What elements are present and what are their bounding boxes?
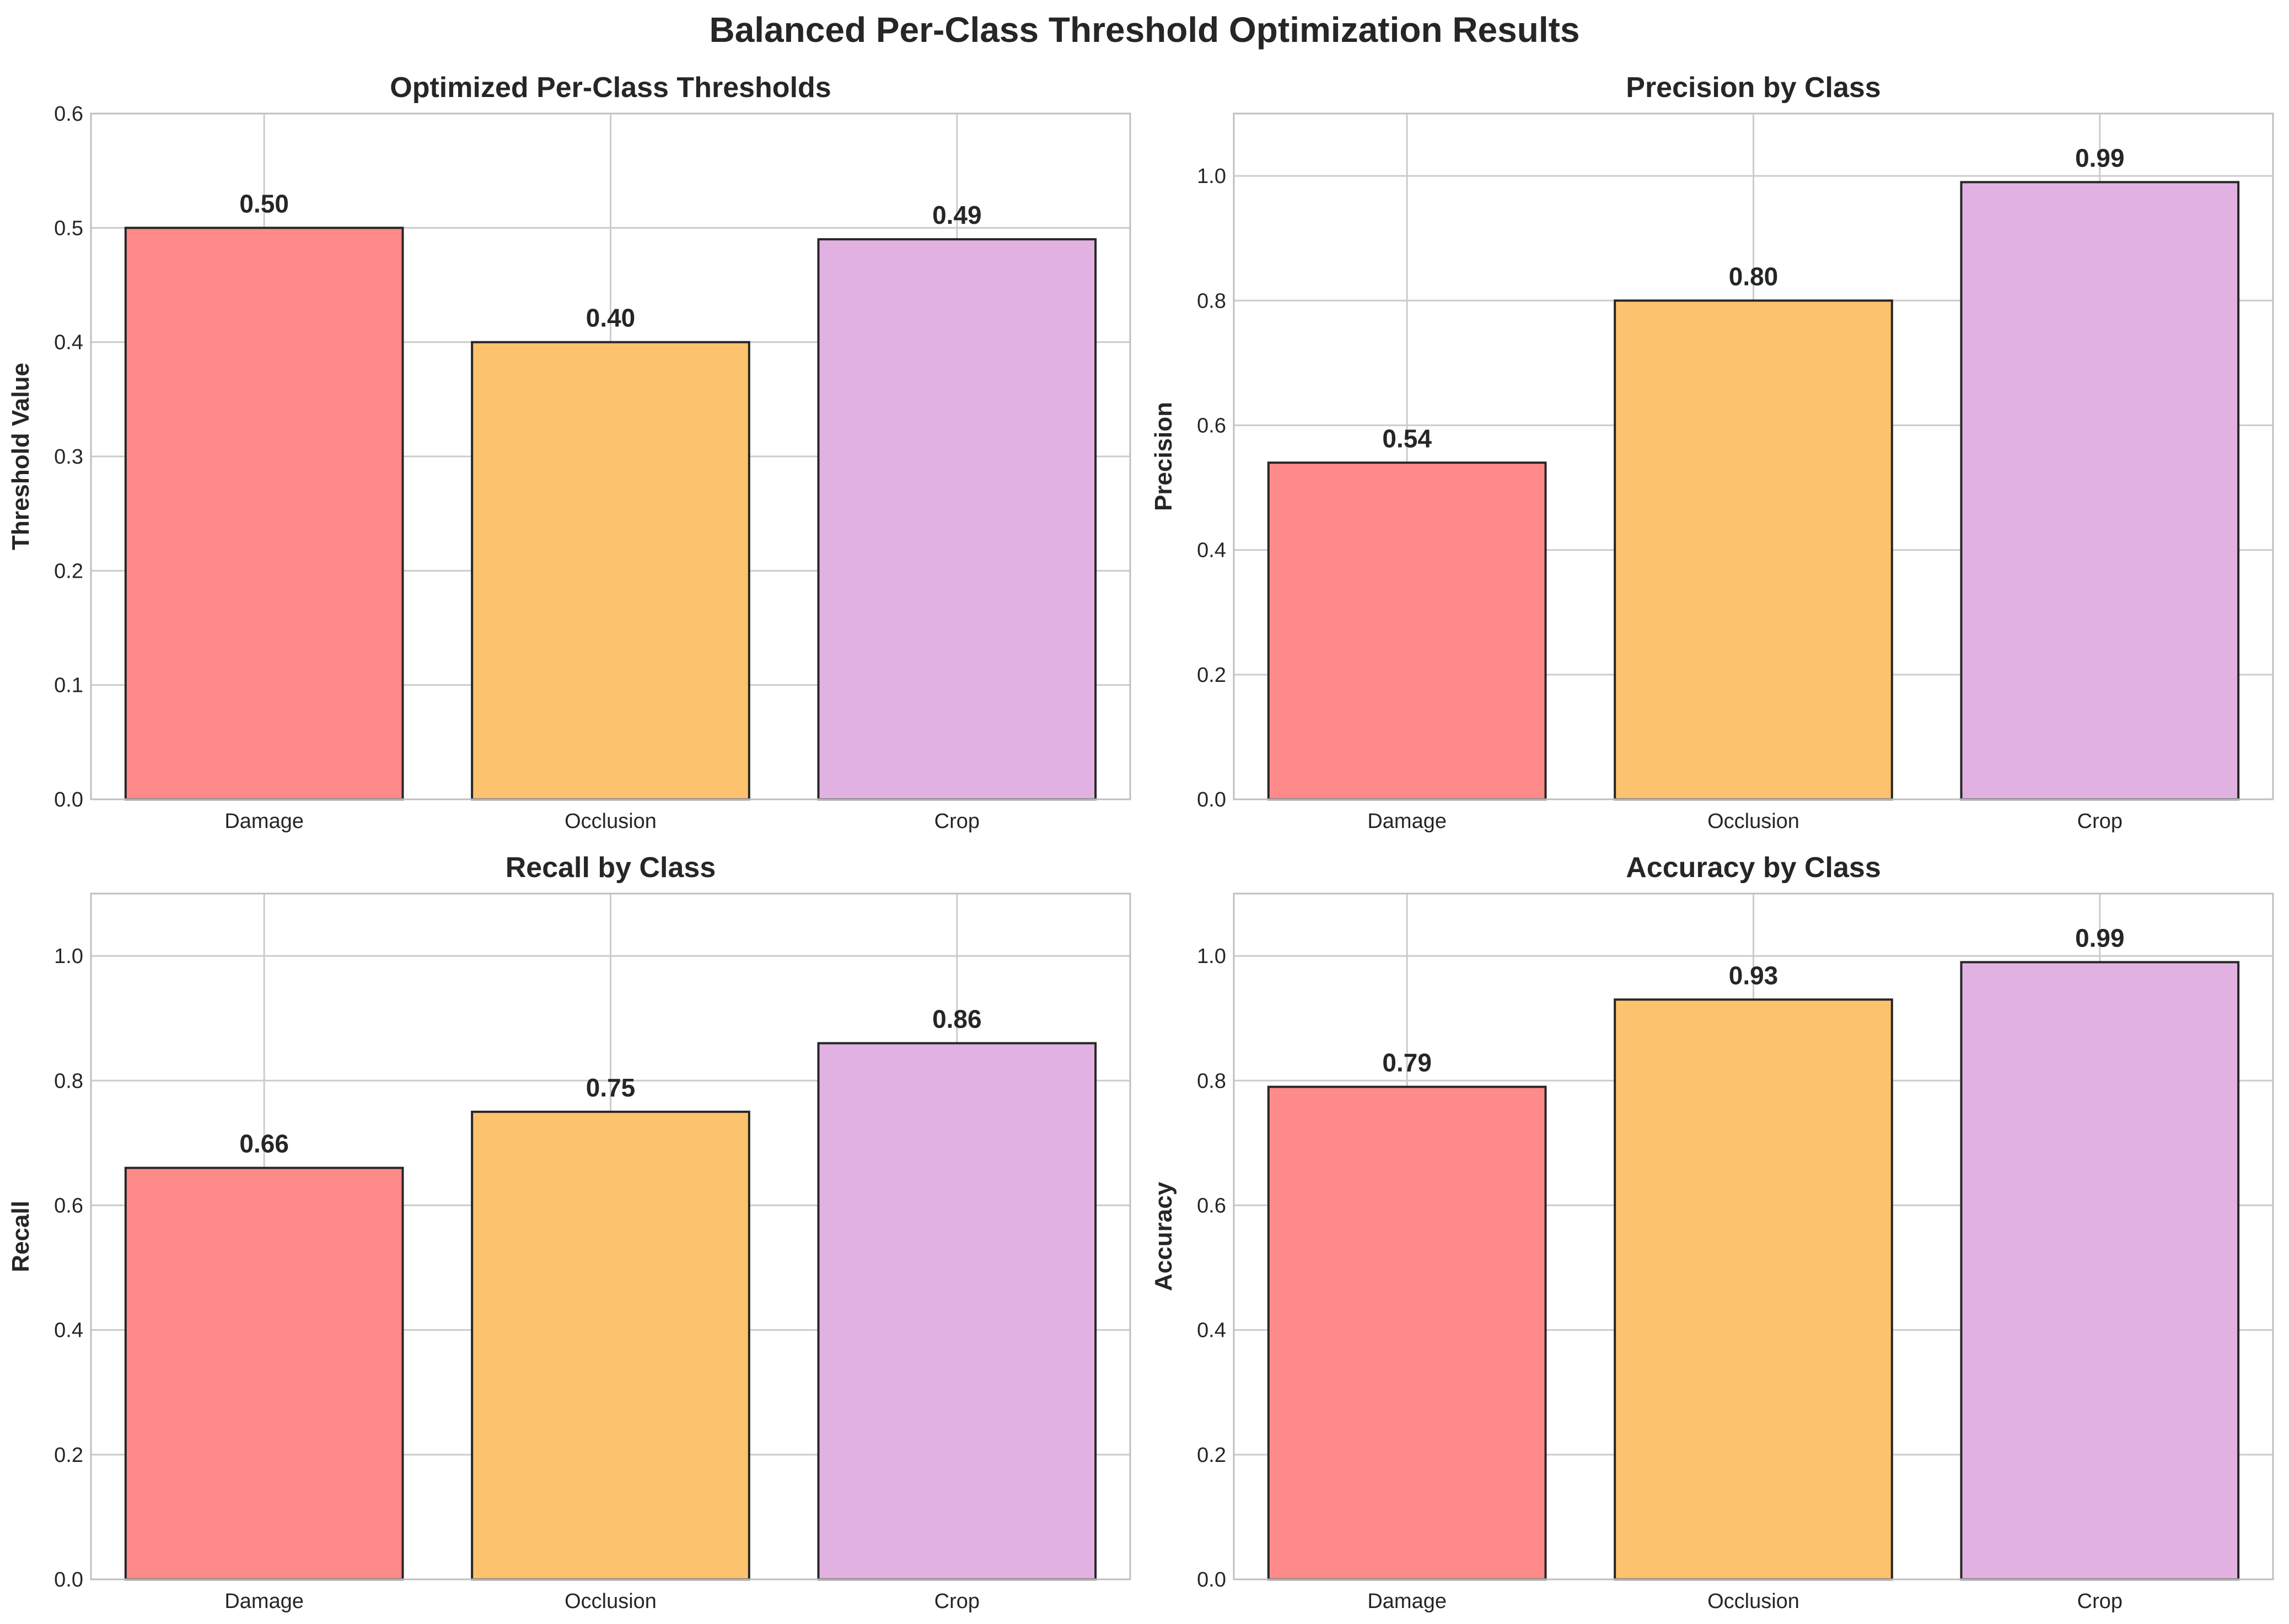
bar-occlusion	[1614, 998, 1893, 1580]
x-tick-label: Crop	[2077, 810, 2123, 833]
axes-frame	[90, 112, 1131, 800]
y-tick-label: 0.5	[54, 217, 83, 240]
bar-occlusion	[471, 1110, 750, 1581]
y-tick-label: 0.8	[1197, 289, 1226, 313]
x-tick-label: Crop	[934, 1590, 980, 1613]
bar-crop	[1960, 961, 2240, 1580]
y-axis-label: Threshold Value	[7, 363, 34, 550]
y-tick-label: 0.6	[54, 103, 83, 126]
y-tick-label: 0.0	[1197, 788, 1226, 811]
y-tick-label: 0.4	[1197, 1319, 1226, 1342]
data-label: 0.66	[239, 1130, 289, 1158]
chart-panels: 0.0 0.1 0.2 0.3 0.4 0.5 0.6 0.50 Damage 0.40 Occlu…	[7, 72, 2274, 1613]
bar-crop	[817, 238, 1097, 801]
bar-occlusion	[471, 341, 750, 800]
y-tick-label: 0.8	[1197, 1069, 1226, 1093]
data-label: 0.99	[2075, 923, 2125, 952]
chart-panel-3: 0.0 0.2 0.4 0.6 0.8 1.0 0.66 Damage 0.75 Occlusio…	[7, 852, 1131, 1613]
y-tick-label: 0.2	[54, 1444, 83, 1467]
bar-damage	[124, 227, 404, 800]
data-label: 0.99	[2075, 143, 2125, 172]
y-tick-label: 0.2	[54, 560, 83, 583]
data-label: 0.79	[1382, 1048, 1432, 1077]
y-tick-label: 0.8	[54, 1069, 83, 1093]
y-tick-label: 0.0	[54, 1568, 83, 1591]
chart-title: Precision by Class	[1626, 72, 1880, 104]
x-tick-label: Occlusion	[1707, 810, 1799, 833]
bar-crop	[1960, 181, 2240, 800]
data-label: 0.86	[932, 1004, 982, 1033]
y-tick-label: 0.2	[1197, 664, 1226, 687]
y-tick-label: 1.0	[54, 945, 83, 968]
axes-frame	[1233, 112, 2274, 800]
y-tick-label: 0.4	[54, 331, 83, 354]
data-label: 0.93	[1729, 961, 1778, 990]
x-tick-label: Damage	[1367, 810, 1447, 833]
bar-crop	[817, 1042, 1097, 1581]
chart-title: Optimized Per-Class Thresholds	[390, 72, 831, 104]
y-tick-label: 0.4	[1197, 539, 1226, 562]
x-tick-label: Occlusion	[565, 1590, 657, 1613]
y-tick-label: 0.3	[54, 445, 83, 469]
x-tick-label: Damage	[224, 810, 304, 833]
x-tick-label: Damage	[1367, 1590, 1447, 1613]
chart-panel-2: 0.0 0.2 0.4 0.6 0.8 1.0 0.54 Damage 0.80 Occlusio…	[1150, 72, 2274, 833]
chart-panel-1: 0.0 0.1 0.2 0.3 0.4 0.5 0.6 0.50 Damage 0.40 Occlu…	[7, 72, 1131, 833]
y-tick-label: 1.0	[1197, 945, 1226, 968]
data-label: 0.40	[586, 304, 636, 332]
y-tick-label: 1.0	[1197, 165, 1226, 188]
x-tick-label: Crop	[934, 810, 980, 833]
y-tick-label: 0.0	[54, 788, 83, 811]
y-tick-label: 0.6	[1197, 1194, 1226, 1217]
data-label: 0.80	[1729, 262, 1778, 291]
axes-frame	[1233, 892, 2274, 1580]
y-tick-label: 0.6	[54, 1194, 83, 1217]
x-tick-label: Crop	[2077, 1590, 2123, 1613]
y-tick-label: 0.4	[54, 1319, 83, 1342]
data-label: 0.75	[586, 1073, 636, 1102]
bar-occlusion	[1614, 299, 1893, 800]
chart-title: Accuracy by Class	[1626, 852, 1881, 884]
chart-title: Recall by Class	[506, 852, 716, 884]
x-tick-label: Occlusion	[1707, 1590, 1799, 1613]
axes-frame	[90, 892, 1131, 1580]
y-axis-label: Recall	[7, 1201, 34, 1272]
y-tick-label: 0.2	[1197, 1444, 1226, 1467]
y-tick-label: 0.6	[1197, 414, 1226, 437]
data-label: 0.50	[239, 189, 289, 218]
data-label: 0.54	[1382, 424, 1432, 453]
bar-damage	[1267, 1085, 1547, 1580]
y-tick-label: 0.0	[1197, 1568, 1226, 1591]
data-label: 0.49	[932, 201, 982, 229]
chart-panel-4: 0.0 0.2 0.4 0.6 0.8 1.0 0.79 Damage 0.93 Occlusio…	[1150, 852, 2274, 1613]
figure-title: Balanced Per-Class Threshold Optimizatio…	[709, 10, 1579, 50]
y-axis-label: Accuracy	[1150, 1181, 1177, 1291]
x-tick-label: Occlusion	[565, 810, 657, 833]
y-axis-label: Precision	[1150, 402, 1177, 511]
x-tick-label: Damage	[224, 1590, 304, 1613]
bar-damage	[124, 1166, 404, 1581]
bar-damage	[1267, 461, 1547, 800]
y-tick-label: 0.1	[54, 674, 83, 697]
